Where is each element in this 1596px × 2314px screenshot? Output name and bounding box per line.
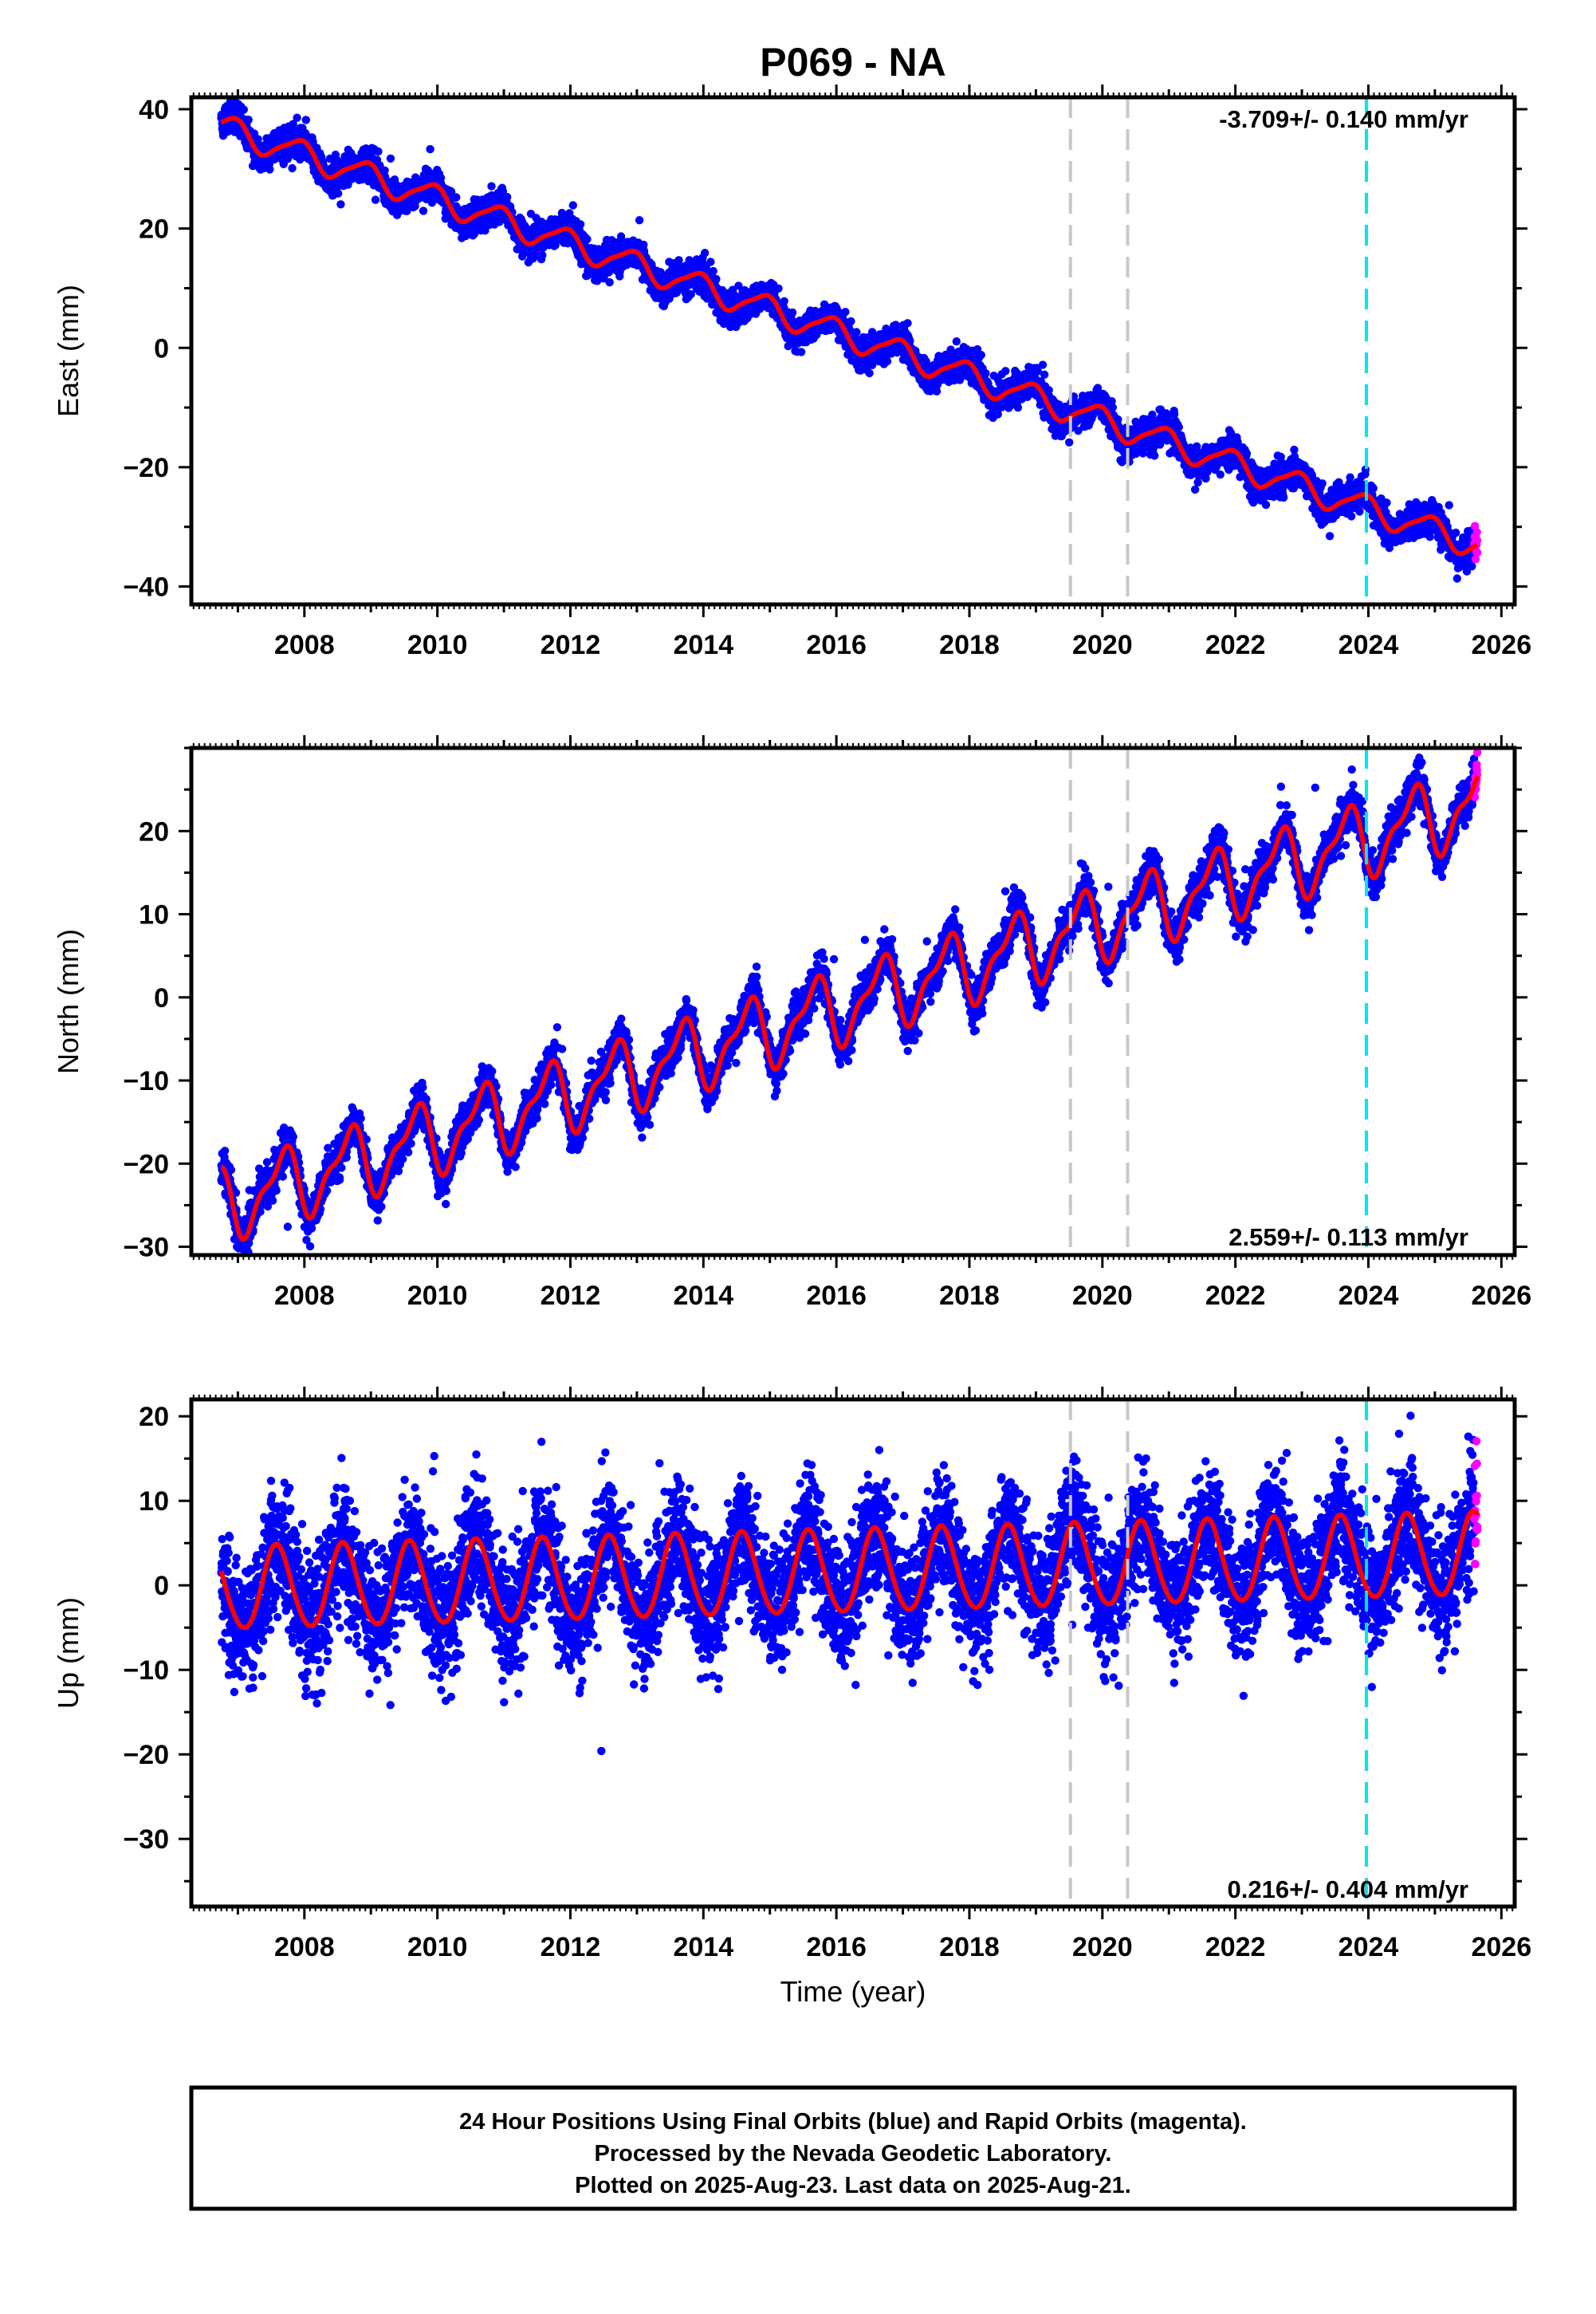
east-panel: 2008 2010 2012 2014 2016 2018 2020 2022 2024 2026… [52, 85, 1531, 660]
final-orbit-point [1108, 403, 1118, 412]
final-orbit-point [706, 258, 715, 266]
final-orbit-point [374, 147, 383, 156]
figure-title: P069 - NA [760, 40, 945, 85]
final-orbit-point [993, 410, 1002, 419]
final-orbit-point [254, 135, 262, 144]
final-orbit-point [487, 182, 496, 191]
final-orbit-point [952, 337, 961, 346]
final-orbit-point [841, 308, 850, 317]
final-orbit-point [568, 201, 577, 210]
final-orbit-point [932, 387, 941, 396]
final-orbit-point [847, 317, 855, 326]
final-orbit-point [289, 120, 297, 128]
final-orbit-point [701, 249, 710, 258]
final-orbit-point [426, 144, 434, 154]
final-orbit-point [576, 220, 585, 229]
final-orbit-point [283, 155, 293, 163]
final-orbit-point [796, 348, 806, 356]
final-orbit-point [265, 165, 274, 174]
final-orbit-point [883, 356, 892, 366]
final-orbit-point [712, 274, 721, 284]
final-orbit-point [239, 105, 248, 114]
final-orbit-point [1040, 370, 1049, 379]
final-orbit-point [301, 116, 310, 124]
final-orbit-point [977, 351, 986, 360]
final-orbit-point [788, 308, 797, 317]
final-orbit-point [288, 163, 297, 173]
final-orbit-point [1013, 403, 1023, 412]
final-orbit-point [371, 195, 380, 204]
final-orbit-point [452, 193, 461, 202]
final-orbit-point [386, 154, 395, 163]
final-orbit-point [336, 200, 345, 209]
final-orbit-point [865, 368, 874, 378]
final-orbit-point [780, 297, 788, 305]
plot-area [217, 97, 1482, 604]
final-orbit-point [903, 319, 912, 328]
final-orbit-point [635, 216, 644, 225]
final-orbit-point [293, 113, 301, 122]
final-orbit-point [709, 266, 717, 276]
final-orbit-point [852, 328, 861, 336]
final-orbit-point [334, 189, 343, 198]
final-orbit-point [503, 192, 512, 202]
final-orbit-point [1065, 438, 1074, 447]
final-orbit-point [981, 369, 990, 378]
final-orbit-point [538, 250, 547, 260]
final-orbit-point [605, 277, 614, 287]
final-orbit-point [1038, 360, 1048, 369]
final-orbit-point [774, 284, 783, 293]
final-orbit-point [1001, 367, 1010, 376]
final-orbit-point [583, 234, 592, 244]
final-orbit-point [419, 207, 428, 215]
final-orbit-point [244, 116, 253, 124]
